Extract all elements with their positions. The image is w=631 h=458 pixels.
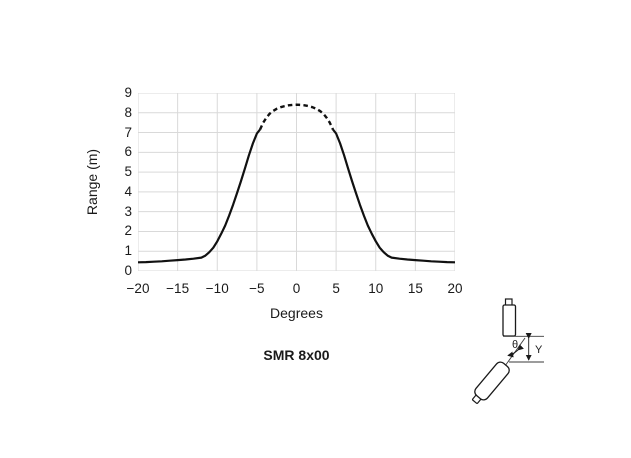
range-curve-left-solid (138, 130, 260, 263)
y-tick-label: 6 (124, 144, 132, 160)
theta-angle-label: θ (512, 339, 518, 351)
x-axis-label: Degrees (270, 305, 323, 321)
y-tick-label: 2 (124, 223, 132, 239)
tilted-cylinder-body (474, 361, 510, 401)
x-tick-label: 0 (292, 281, 301, 296)
y-tick-label: 0 (124, 263, 132, 278)
x-tick-label: −5 (249, 281, 265, 296)
y-offset-label: Y (535, 344, 543, 356)
x-tick-label: −20 (126, 281, 150, 296)
x-tick-label: −10 (205, 281, 229, 296)
x-tick-label: −15 (166, 281, 190, 296)
range-curve-right-solid (333, 130, 455, 263)
x-tick-label: 15 (407, 281, 423, 296)
y-tick-label: 1 (124, 243, 132, 259)
upright-cylinder (502, 298, 517, 337)
upright-cylinder-body (502, 304, 517, 337)
tilted-cylinder (472, 361, 510, 404)
y-tick-label: 7 (124, 124, 132, 140)
chart-plot-area (138, 93, 455, 271)
sensor-orientation-diagram: Y θ (472, 298, 544, 404)
x-tick-label: 5 (332, 281, 340, 296)
y-tick-label: 8 (124, 104, 132, 120)
x-tick-label: 20 (447, 281, 463, 296)
y-axis-label: Range (m) (84, 148, 100, 216)
range-vs-degrees-chart (138, 93, 455, 271)
y-tick-label: 4 (124, 183, 132, 199)
x-tick-label: 10 (368, 281, 384, 296)
theta-angle-arc (507, 344, 524, 358)
y-tick-label: 9 (124, 85, 132, 100)
y-tick-label: 5 (124, 164, 132, 180)
figure-title: SMR 8x00 (263, 347, 330, 363)
range-curve-peak-dashed (260, 105, 333, 130)
y-tick-label: 3 (124, 203, 132, 219)
